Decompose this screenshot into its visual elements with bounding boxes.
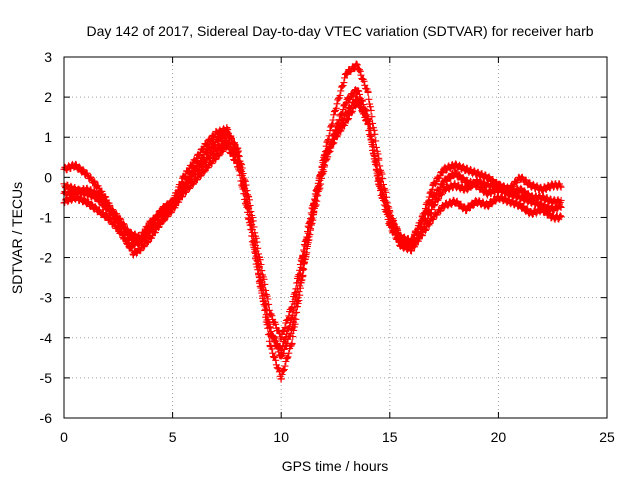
y-tick-label: -5 (40, 370, 53, 386)
x-tick-label: 10 (273, 429, 289, 445)
y-tick-label: -6 (40, 410, 53, 426)
plot-border (63, 56, 608, 419)
y-tick-label: -1 (40, 209, 53, 225)
y-tick-label: 2 (44, 89, 52, 105)
x-axis-label: GPS time / hours (282, 458, 389, 474)
y-tick-label: 1 (44, 129, 52, 145)
y-tick-label: -3 (40, 290, 53, 306)
x-tick-label: 25 (599, 429, 615, 445)
x-tick-label: 5 (169, 429, 177, 445)
y-tick-label: -4 (40, 330, 53, 346)
y-axis-label: SDTVAR / TECUs (9, 182, 25, 294)
y-tick-label: 0 (44, 169, 52, 185)
x-tick-label: 20 (491, 429, 507, 445)
y-tick-label: -2 (40, 250, 53, 266)
x-tick-label: 0 (60, 429, 68, 445)
chart-title: Day 142 of 2017, Sidereal Day-to-day VTE… (86, 23, 593, 39)
y-axis-tick-labels: -6 -5 -4 -3 -2 -1 0 1 2 3 (40, 49, 53, 426)
y-tick-label: 3 (44, 49, 52, 65)
x-tick-label: 15 (382, 429, 398, 445)
x-axis-tick-labels: 0 5 10 15 20 25 (60, 429, 615, 445)
